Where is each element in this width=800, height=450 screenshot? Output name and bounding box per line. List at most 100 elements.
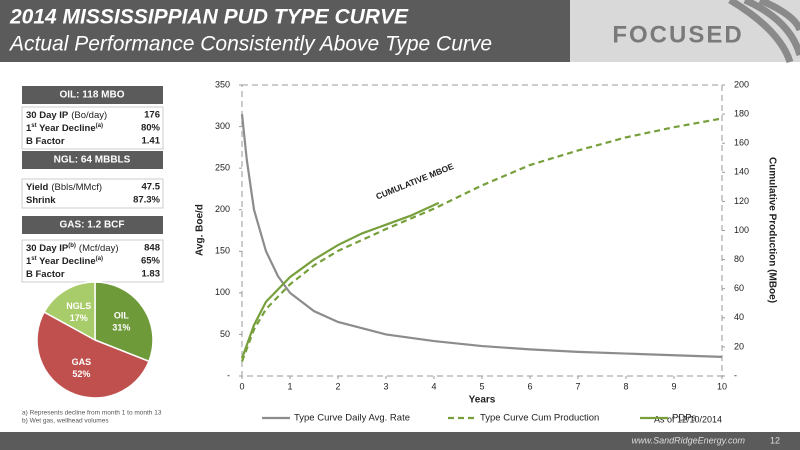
logo: FOCUSED [612, 21, 743, 48]
pie-value-label: 31% [112, 322, 130, 332]
subtitle: Actual Performance Consistently Above Ty… [8, 33, 492, 56]
superscript: st [31, 256, 36, 262]
label-text: 30 Day IP [26, 243, 69, 254]
series-line [240, 117, 723, 362]
panel-body [21, 178, 164, 209]
label-text: B Factor [26, 136, 65, 147]
x-tick-label: 2 [335, 381, 340, 391]
panel-header [22, 151, 163, 169]
superscript: (a) [96, 256, 103, 262]
y-tick-label: - [227, 370, 230, 380]
y2-tick-label: 140 [734, 167, 749, 177]
title: 2014 MISSISSIPPIAN PUD TYPE CURVE [9, 6, 409, 29]
x-tick-label: 1 [287, 381, 292, 391]
x-tick-label: 5 [479, 381, 484, 391]
row-label: Yield (Bbls/MMcf) [26, 182, 102, 193]
y2-tick-label: 200 [734, 79, 749, 89]
y2-tick-label: 20 [734, 341, 744, 351]
page-number: 12 [770, 435, 780, 445]
pie-label: NGLS [66, 301, 91, 311]
row-value: 47.5 [142, 182, 161, 193]
footnote: a) Represents decline from month 1 to mo… [22, 410, 162, 417]
logo-swoosh [728, 0, 800, 64]
row-label: 30 Day IP(b) (Mcf/day) [26, 243, 119, 254]
y-tick-label: 250 [215, 163, 230, 173]
x-tick-label: 3 [383, 381, 388, 391]
panel-body [21, 106, 164, 150]
row-value: 1.83 [142, 269, 161, 280]
y-tick-label: 350 [215, 79, 230, 89]
x-tick-label: 4 [431, 381, 436, 391]
pie-slice [43, 281, 96, 342]
row-label: Shrink [26, 195, 56, 206]
row-label: B Factor [26, 269, 65, 280]
superscript: st [31, 123, 36, 129]
row-value: 848 [144, 243, 160, 254]
label-text: Shrink [26, 195, 56, 206]
footer-band [0, 432, 800, 450]
x-tick-label: 8 [623, 381, 628, 391]
unit: (Bbls/MMcf) [51, 182, 102, 193]
label-text: 1 [26, 256, 32, 267]
y2-tick-label: 180 [734, 108, 749, 118]
pie-slice [94, 281, 154, 363]
row-value: 176 [144, 110, 160, 121]
y2-tick-label: 160 [734, 138, 749, 148]
y-tick-label: 50 [220, 329, 230, 339]
label-text: Year Decline [37, 256, 96, 267]
x-tick-label: 7 [575, 381, 580, 391]
y-tick-label: 150 [215, 246, 230, 256]
x-tick-label: 10 [717, 381, 727, 391]
superscript: (a) [96, 123, 103, 129]
pie-label: GAS [72, 357, 92, 367]
pie-label: OIL [114, 310, 130, 320]
footer-url: www.SandRidgeEnergy.com [632, 435, 746, 445]
legend-label: Type Curve Cum Production [480, 413, 599, 424]
row-label: 1st Year Decline(a) [26, 256, 103, 267]
legend-label: PDPs [672, 413, 697, 424]
panel-header [22, 216, 163, 234]
y2-tick-label: - [734, 370, 737, 380]
series-line [240, 113, 723, 358]
y2-tick-label: 120 [734, 196, 749, 206]
y2-tick-label: 60 [734, 283, 744, 293]
row-label: 1st Year Decline(a) [26, 123, 103, 134]
plot-border [241, 84, 723, 377]
y2-tick-label: 40 [734, 312, 744, 322]
header-band [0, 0, 570, 62]
y2-tick-label: 80 [734, 254, 744, 264]
row-label: B Factor [26, 136, 65, 147]
label-text: Yield [26, 182, 49, 193]
superscript: (b) [68, 243, 76, 249]
label-text: B Factor [26, 269, 65, 280]
panel-title: GAS: 1.2 BCF [59, 220, 124, 231]
row-value: 87.3% [133, 195, 160, 206]
y2-axis-label: Cumulative Production (MBoe) [766, 157, 777, 303]
y2-tick-label: 100 [734, 225, 749, 235]
x-tick-label: 0 [239, 381, 244, 391]
annotation: CUMULATIVE MBOE [374, 161, 455, 201]
panel-header [22, 86, 163, 104]
label-text: 30 Day IP [26, 110, 69, 121]
row-value: 65% [141, 256, 161, 267]
unit: (Mcf/day) [79, 243, 119, 254]
panel-title: NGL: 64 MBBLS [54, 155, 131, 166]
y-tick-label: 300 [215, 121, 230, 131]
y-tick-label: 100 [215, 287, 230, 297]
row-value: 80% [141, 123, 161, 134]
series-line [240, 201, 440, 359]
x-tick-label: 6 [527, 381, 532, 391]
legend-label: Type Curve Daily Avg. Rate [294, 413, 410, 424]
row-label: 30 Day IP (Bo/day) [26, 110, 107, 121]
pie-value-label: 52% [72, 369, 90, 379]
label-text: 1 [26, 123, 32, 134]
panel-title: OIL: 118 MBO [59, 90, 124, 101]
label-text: Year Decline [37, 123, 96, 134]
x-axis-label: Years [469, 395, 496, 406]
panel-body [21, 239, 164, 283]
unit: (Bo/day) [71, 110, 107, 121]
y-tick-label: 200 [215, 204, 230, 214]
row-value: 1.41 [142, 136, 161, 147]
footnote: b) Wet gas, wellhead volumes [22, 418, 109, 425]
